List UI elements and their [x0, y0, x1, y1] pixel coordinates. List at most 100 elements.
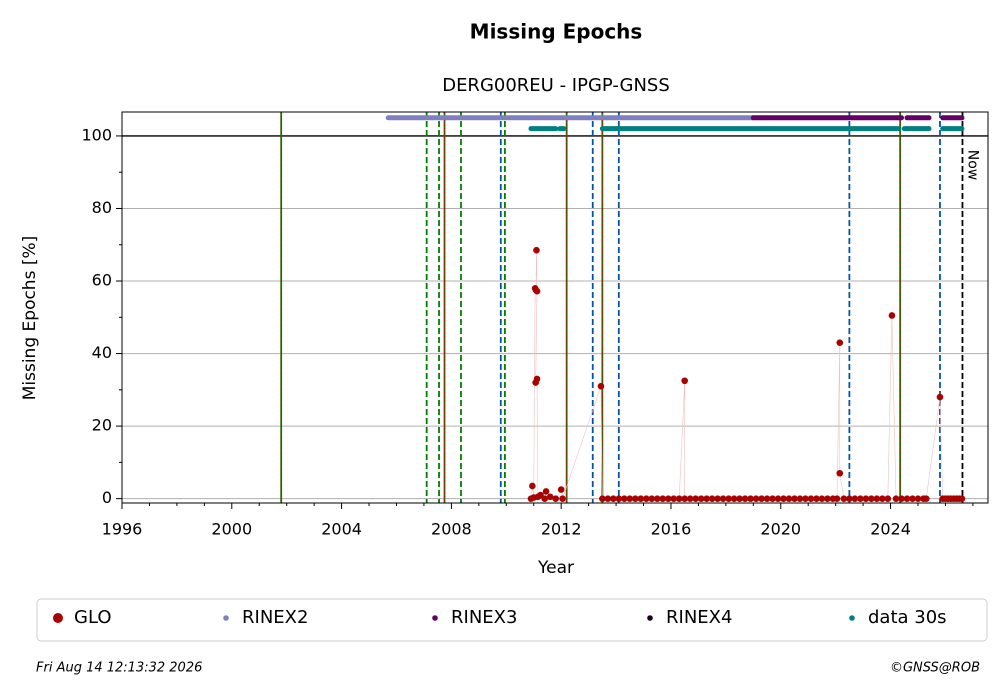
legend-label: RINEX4: [666, 607, 732, 628]
x-tick-label: 1996: [102, 520, 143, 539]
legend-label: RINEX2: [242, 607, 308, 628]
data-point: [802, 495, 809, 502]
data-point: [533, 375, 541, 383]
x-tick-label: 2008: [431, 520, 472, 539]
data-point: [686, 495, 694, 502]
data-point: [958, 495, 966, 502]
data-point: [888, 312, 896, 319]
x-tick-label: 2024: [870, 520, 911, 539]
data-point: [621, 495, 628, 502]
data-point: [824, 495, 831, 502]
legend-label: GLO: [74, 607, 112, 628]
data-point: [653, 495, 661, 502]
legend-marker: [53, 613, 63, 623]
x-tick-label: 2016: [651, 520, 692, 539]
data-point: [747, 495, 754, 502]
data-point: [670, 495, 678, 502]
data-point: [533, 287, 541, 295]
x-tick-label: 2020: [760, 520, 801, 539]
data-point: [840, 495, 848, 502]
data-point: [541, 495, 549, 502]
data-point: [681, 377, 688, 385]
x-tick-label: 2012: [541, 520, 582, 539]
data-point: [681, 495, 688, 502]
data-point: [873, 495, 881, 502]
data-point: [769, 495, 776, 502]
chart-title: Missing Epochs: [470, 20, 643, 44]
data-point: [714, 495, 721, 502]
y-tick-label: 0: [102, 488, 112, 507]
data-point: [898, 495, 905, 502]
data-point: [833, 495, 841, 502]
data-point: [730, 495, 738, 502]
y-tick-label: 60: [92, 271, 112, 290]
data-point: [631, 495, 639, 502]
data-point: [626, 495, 634, 502]
data-point: [879, 495, 886, 502]
data-point: [557, 486, 565, 493]
data-point: [922, 495, 930, 502]
data-point: [914, 495, 922, 502]
data-point: [610, 495, 617, 502]
data-point: [892, 495, 900, 502]
data-point: [780, 495, 787, 502]
data-point: [659, 495, 667, 502]
data-point: [597, 382, 605, 390]
legend-marker: [432, 615, 438, 621]
legend-marker: [223, 615, 229, 621]
data-point: [725, 495, 732, 502]
data-point: [846, 495, 853, 502]
data-point: [552, 495, 559, 502]
data-point: [758, 495, 765, 502]
x-tick-label: 2004: [321, 520, 362, 539]
data-point: [785, 495, 793, 502]
data-point: [533, 246, 540, 254]
legend-label: RINEX3: [451, 607, 517, 628]
data-point: [692, 495, 699, 502]
data-point: [836, 339, 844, 346]
legend-marker: [849, 615, 855, 621]
data-point: [604, 495, 612, 502]
legend-box: [36, 598, 988, 642]
chart-subtitle: DERG00REU - IPGP-GNSS: [442, 75, 670, 96]
data-point: [851, 495, 859, 502]
data-point: [741, 495, 749, 502]
data-point: [796, 495, 804, 502]
y-tick-label: 40: [92, 343, 112, 362]
data-point: [868, 495, 875, 502]
y-tick-label: 20: [92, 416, 112, 435]
data-point: [884, 495, 892, 502]
data-point: [708, 495, 716, 502]
legend-marker: [647, 615, 653, 621]
data-point: [703, 495, 710, 502]
data-point: [807, 495, 815, 502]
data-point: [936, 393, 944, 401]
timestamp: Fri Aug 14 12:13:32 2026: [36, 661, 202, 676]
series-line: [530, 250, 962, 500]
data-point: [664, 495, 672, 502]
credit: ©GNSS@ROB: [890, 661, 980, 676]
data-point: [648, 495, 656, 502]
data-point: [559, 495, 566, 502]
data-point: [752, 495, 760, 502]
data-point: [615, 495, 623, 502]
data-point: [857, 495, 864, 502]
data-point: [719, 495, 727, 502]
data-point: [813, 495, 820, 502]
data-point: [862, 495, 870, 502]
now-label: Now: [964, 150, 980, 181]
data-point: [836, 469, 844, 477]
data-point: [542, 488, 550, 495]
x-tick-label: 2000: [211, 520, 252, 539]
data-point: [818, 495, 826, 502]
data-point: [642, 495, 650, 502]
plot-frame: [121, 111, 989, 504]
data-point: [697, 495, 705, 502]
data-point: [774, 495, 782, 502]
y-axis-label: Missing Epochs [%]: [20, 236, 40, 401]
data-point: [763, 495, 771, 502]
data-point: [909, 495, 916, 502]
data-point: [599, 495, 606, 502]
legend-label: data 30s: [868, 607, 947, 628]
